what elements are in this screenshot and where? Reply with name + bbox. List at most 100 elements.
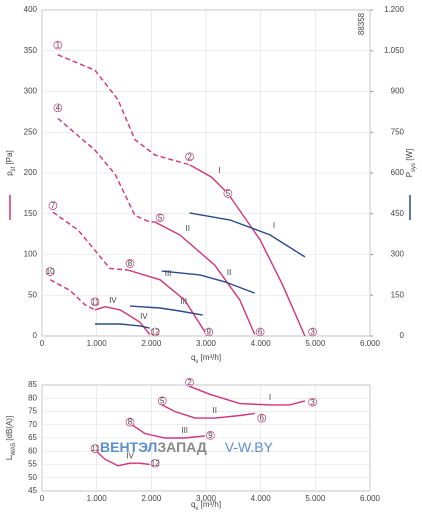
y-tick-label: 350 [24,46,38,55]
curve [189,212,306,258]
y2-tick-label: 900 [391,87,405,96]
y-tick-label: 400 [24,5,38,14]
point-marker [125,417,135,427]
y-tick-label: 55 [28,460,37,469]
axis-label-sub: v [195,359,198,365]
curve [129,305,203,316]
curve-label: I [269,393,271,402]
x-tick-label: 4.000 [251,339,272,348]
point-marker [308,397,317,407]
curve-label: II [213,406,217,415]
curve [49,279,96,311]
point-marker-label: 9 [207,328,212,337]
point-marker [223,189,233,198]
axis-label-symbol: L [5,455,14,460]
point-marker-label: 8 [128,259,133,268]
point-marker [255,327,265,337]
point-marker-label: 4 [56,103,61,112]
y-tick-label: 60 [28,446,37,455]
y-tick-label: 75 [28,407,37,416]
x-tick-label: 3.000 [196,494,217,503]
point-marker [204,327,214,337]
x-tick-label: 4.000 [251,494,272,503]
x-tick-label: 0 [40,339,45,348]
point-marker [150,327,160,337]
y-tick-label: 250 [24,127,38,136]
point-marker-label: 10 [46,267,55,276]
axis-label-symbol: q [191,353,195,362]
x-tick-label: 5.000 [305,494,326,503]
y-tick-label: 300 [24,87,38,96]
curve [57,117,155,223]
x-tick-label: 6.000 [360,339,381,348]
axis-label: Psys [W] [405,149,416,178]
y2-tick-label: 1.050 [384,46,405,55]
axis-label-symbol: q [191,500,195,509]
axis-label: qv [m³/h] [191,500,221,511]
point-marker-label: 5 [226,189,231,198]
axis-label: psf [Pa] [5,150,16,176]
point-marker-label: 12 [151,459,160,468]
point-marker [157,396,167,406]
y2-tick-label: 150 [391,290,405,299]
curve [161,270,255,294]
y-tick-label: 0 [33,331,38,340]
curve [154,221,256,335]
x-tick-label: 0 [40,494,45,503]
point-marker-label: 5 [158,213,163,222]
x-tick-label: 1.000 [87,339,108,348]
point-marker [45,267,55,276]
curve-label: IV [140,312,148,321]
x-tick-label: 2.000 [141,339,162,348]
axis-label: qv [m³/h] [191,353,221,364]
point-marker-label: 9 [208,431,213,440]
point-marker [206,431,215,440]
axis-label-sub: sys [411,163,417,172]
point-marker-label: 12 [151,328,160,337]
curve [94,449,150,467]
curve-label: II [186,224,190,233]
point-marker [90,297,100,307]
axis-label-unit: [dB(A)] [5,416,14,443]
curve [159,402,255,419]
x-tick-label: 6.000 [360,494,381,503]
curve-label: III [165,269,172,278]
point-marker-label: 11 [91,444,100,453]
axis-label-symbol: p [5,171,14,176]
axis-label-unit: [W] [405,149,414,163]
curve [52,211,128,271]
point-marker [155,213,165,223]
chart-code: 88358 [357,12,366,35]
point-marker-label: 11 [91,297,100,306]
curve-label: IV [126,451,134,460]
axis-label: LWA5 [dB(A)] [5,416,16,460]
watermark-part: V-W.BY [225,439,274,455]
axis-label-sub: WA5 [11,442,17,455]
curve-label: I [273,221,275,230]
point-marker-label: 3 [310,328,315,337]
curve [57,54,190,166]
y2-tick-label: 0 [400,331,405,340]
curve [127,269,206,333]
curve [95,323,150,329]
y-tick-label: 200 [24,168,38,177]
y2-tick-label: 1.200 [384,5,405,14]
watermark-part: ЗАПАД [157,439,206,455]
point-marker-label: 2 [187,152,192,161]
curve [129,422,205,439]
y-tick-label: 65 [28,433,37,442]
axis-label-sub: v [195,506,198,512]
y-tick-label: 100 [24,250,38,259]
curve [189,385,306,406]
y-tick-label: 50 [28,290,37,299]
y2-tick-label: 750 [391,127,405,136]
point-marker-label: 6 [258,328,263,337]
axis-label-unit: [m³/h] [198,500,221,509]
y-tick-label: 150 [24,209,38,218]
y2-tick-label: 300 [391,250,405,259]
y-tick-label: 70 [28,420,37,429]
watermark: ВЕНТЭЛЗАПАД V-W.BY [100,439,274,455]
point-marker [185,378,194,387]
point-marker-label: 5 [160,397,165,406]
